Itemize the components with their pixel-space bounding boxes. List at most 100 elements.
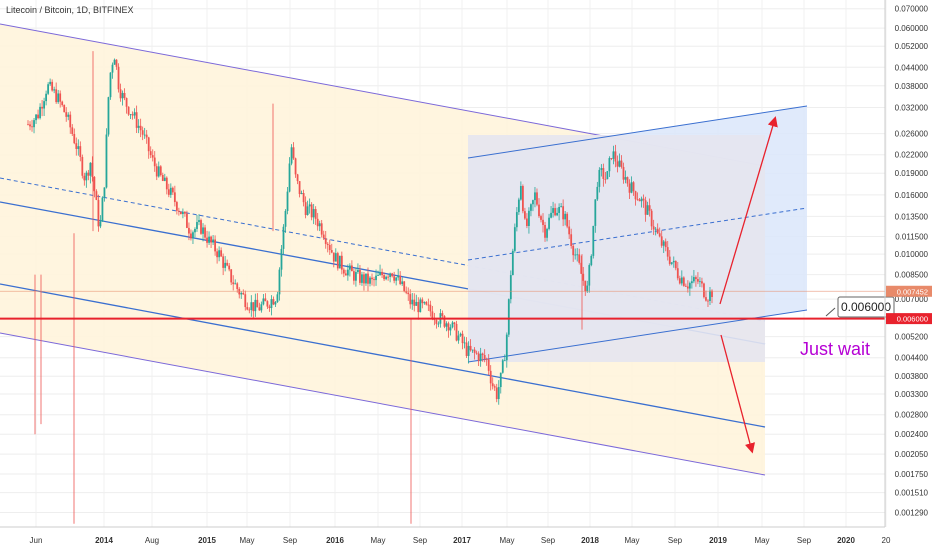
candle-body [190, 233, 192, 239]
candle-body [572, 245, 575, 256]
candle-body [429, 304, 432, 312]
candle-body [314, 209, 317, 219]
x-tick-label: 2015 [198, 536, 216, 545]
candle-body [371, 277, 373, 280]
channel-dashed-line [0, 177, 766, 322]
candle-body [91, 162, 94, 177]
candle-body [654, 228, 657, 230]
x-tick-label: May [499, 536, 514, 545]
candle-body [618, 160, 621, 167]
candle-body [43, 101, 45, 109]
candle-body [155, 166, 158, 177]
candle-body [109, 72, 112, 98]
y-tick-label: 0.052000 [895, 42, 929, 51]
candle-body [578, 254, 581, 263]
candle-body [93, 176, 96, 192]
candle-body [198, 220, 200, 223]
candle-body [282, 226, 285, 249]
candle-body [220, 250, 223, 257]
candle-body [662, 241, 665, 246]
candle-body [676, 268, 679, 279]
candle-body [437, 323, 440, 325]
candle-body [139, 125, 142, 131]
candle-body [184, 211, 186, 214]
candle-body [660, 236, 663, 246]
candle-body [526, 218, 528, 226]
candle-body [586, 285, 589, 292]
candle-body [580, 262, 583, 274]
candle-body [610, 158, 613, 159]
candle-body [550, 212, 552, 218]
candle-body [566, 213, 569, 227]
candle-body [377, 275, 379, 276]
candle-body [234, 283, 237, 285]
candle-body [711, 290, 713, 297]
candle-body [395, 277, 398, 281]
candle-body [419, 299, 422, 313]
candle-body [699, 281, 701, 283]
candle-body [628, 183, 631, 193]
candle-body [499, 372, 502, 388]
candle-body [290, 147, 293, 164]
candle-body [584, 280, 587, 292]
y-tick-label: 0.003300 [895, 390, 929, 399]
candle-body [334, 253, 337, 262]
candle-body [421, 299, 424, 304]
candle-body [39, 106, 41, 119]
candle-body [634, 191, 637, 200]
x-tick-label: Sep [541, 536, 556, 545]
candle-body [224, 262, 227, 268]
overlays: 0.006000 Just wait [0, 116, 895, 454]
candle-body [668, 256, 671, 264]
candle-body [41, 106, 43, 109]
candle-body [200, 220, 202, 234]
candle-body [47, 84, 50, 94]
candle-body [37, 114, 39, 119]
candle-body [443, 316, 446, 327]
candle-body [695, 277, 697, 280]
candle-body [338, 255, 341, 269]
candle-body [61, 101, 64, 106]
candle-body [137, 125, 140, 128]
candle-body [387, 276, 390, 278]
candle-body [598, 169, 601, 187]
candle-body [417, 301, 420, 313]
candle-body [83, 175, 86, 181]
candle-body [236, 283, 239, 289]
candle-body [246, 307, 249, 310]
x-tick-label: Sep [283, 536, 298, 545]
candle-body [554, 208, 556, 216]
candle-body [697, 279, 699, 282]
candle-body [256, 299, 259, 308]
x-tick-label: May [624, 536, 639, 545]
candle-body [703, 283, 705, 298]
candle-body [576, 254, 579, 256]
candle-body [642, 198, 645, 201]
y-tick-label: 0.026000 [895, 130, 929, 139]
support-price-tag [886, 313, 932, 325]
candle-body [250, 302, 253, 310]
y-tick-label: 0.060000 [895, 24, 929, 33]
candle-body [242, 293, 245, 295]
asc-upper-line [467, 105, 808, 159]
y-tick-label: 0.001510 [895, 489, 929, 498]
y-tick-label: 0.001290 [895, 509, 929, 518]
y-tick-label: 0.007000 [895, 295, 929, 304]
callout-label: 0.006000 [841, 300, 891, 314]
candle-body [461, 333, 464, 344]
candle-body [71, 127, 74, 134]
candle-body [483, 355, 486, 360]
candle-body [383, 275, 385, 280]
x-tick-label: Sep [413, 536, 428, 545]
y-tick-label: 0.008500 [895, 271, 929, 280]
candle-body [638, 199, 641, 202]
candle-body [73, 133, 76, 144]
candle-body [608, 158, 611, 172]
consolidation-box [468, 135, 765, 362]
candle-body [127, 106, 130, 115]
candle-body [670, 262, 673, 264]
candle-body [652, 226, 655, 230]
candle-body [51, 81, 54, 91]
